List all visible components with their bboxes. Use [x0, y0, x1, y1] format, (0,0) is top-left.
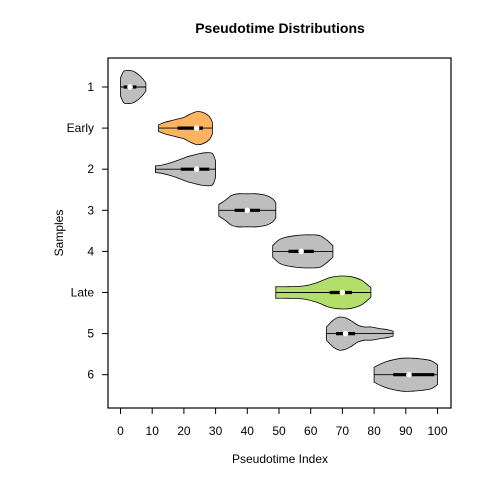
- violin-median: [342, 330, 349, 337]
- violin-5: [326, 316, 394, 351]
- x-tick-label: 100: [427, 424, 447, 438]
- y-tick-label: 3: [87, 203, 94, 217]
- x-tick-label: 0: [117, 424, 124, 438]
- x-axis: 0 10 20 30 40 50 60 70 80 90 100: [117, 408, 448, 438]
- chart-title: Pseudotime Distributions: [195, 20, 365, 36]
- violins-layer: [120, 70, 438, 392]
- violin-median: [193, 166, 200, 172]
- violin-median: [298, 248, 304, 255]
- violin-3: [218, 193, 277, 228]
- violin-2: [155, 152, 216, 187]
- x-axis-title: Pseudotime Index: [232, 452, 328, 466]
- x-tick-label: 40: [241, 424, 255, 438]
- y-axis-title: Samples: [52, 210, 66, 257]
- x-tick-label: 90: [399, 424, 413, 438]
- y-axis: 1 Early 2 3 4 Late 5 6: [67, 80, 108, 382]
- y-tick-label: Late: [71, 286, 95, 300]
- y-tick-label: 2: [87, 162, 94, 176]
- x-tick-label: 20: [177, 424, 191, 438]
- y-tick-label: 5: [87, 327, 94, 341]
- violin-median: [193, 125, 200, 131]
- x-tick-label: 60: [304, 424, 318, 438]
- x-tick-label: 70: [336, 424, 350, 438]
- violin-median: [339, 289, 346, 296]
- y-tick-label: 6: [87, 368, 94, 382]
- y-tick-label: 4: [87, 244, 94, 258]
- violin-1: [120, 70, 147, 104]
- violin-median: [127, 84, 133, 90]
- x-tick-label: 50: [272, 424, 286, 438]
- violin-median: [406, 371, 412, 378]
- y-tick-label: 1: [87, 80, 94, 94]
- violin-4: [272, 234, 334, 269]
- violin-median: [244, 207, 251, 214]
- x-tick-label: 30: [209, 424, 223, 438]
- violin-6: [373, 357, 438, 392]
- violin-late: [275, 275, 372, 310]
- x-tick-label: 10: [146, 424, 160, 438]
- y-tick-label: Early: [67, 121, 94, 135]
- x-tick-label: 80: [367, 424, 381, 438]
- violin-early: [158, 111, 213, 146]
